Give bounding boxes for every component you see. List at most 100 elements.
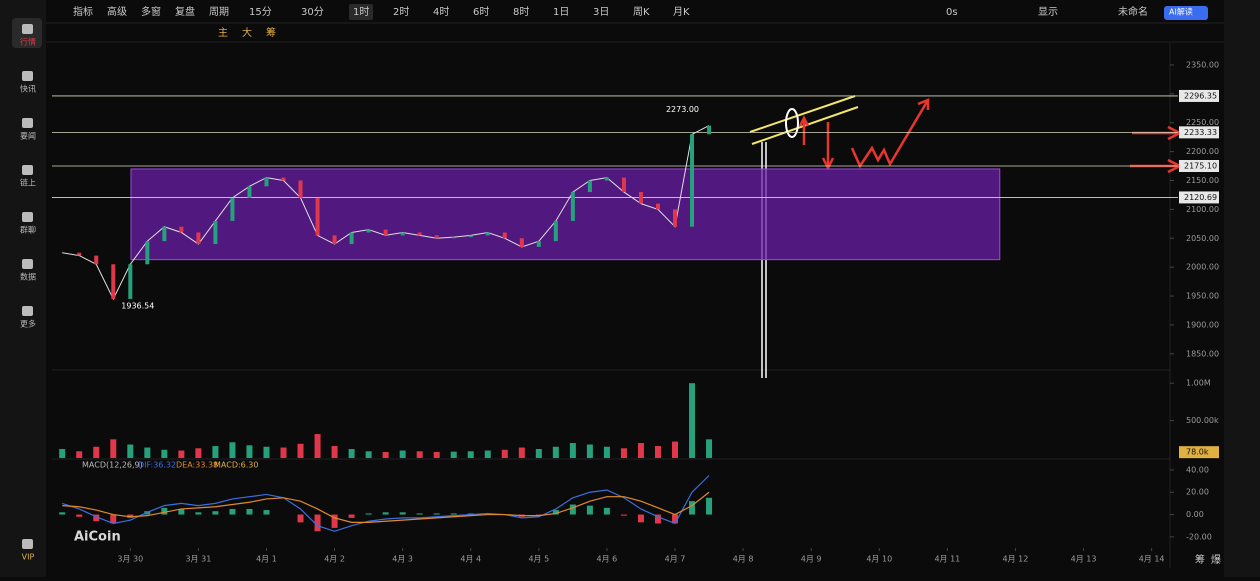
- toolbar-item[interactable]: AI解读: [1169, 7, 1193, 17]
- toolbar-item[interactable]: 显示: [1038, 6, 1058, 18]
- macd-bar: [212, 511, 219, 515]
- candle: [230, 197, 235, 221]
- volume-bar: [484, 450, 491, 458]
- volume-bar: [93, 446, 100, 458]
- bottom-tab[interactable]: 爆: [1211, 554, 1221, 566]
- x-tick-label: 4月 14: [1139, 555, 1165, 564]
- toolbar-item[interactable]: 1日: [553, 7, 569, 18]
- volume-bar: [178, 450, 185, 458]
- toolbar-item[interactable]: 指标: [73, 5, 93, 18]
- sidebar: [0, 0, 46, 577]
- toolbar-item[interactable]: 复盘: [175, 5, 195, 18]
- dif-label: DIF:36.32: [138, 461, 176, 470]
- candle: [145, 241, 150, 265]
- macd-bar: [552, 510, 559, 515]
- sidebar-label[interactable]: VIP: [22, 553, 35, 562]
- sidebar-icon[interactable]: [22, 71, 33, 81]
- macd-bar: [297, 514, 304, 523]
- candle: [604, 177, 609, 181]
- x-tick-label: 4月 1: [256, 555, 277, 564]
- toolbar-item[interactable]: 2时: [393, 6, 409, 18]
- macd-bar: [654, 514, 661, 524]
- candle: [621, 177, 626, 193]
- macd-bar: [450, 513, 457, 515]
- toolbar-item[interactable]: 8时: [513, 6, 529, 18]
- y-tick-label: 2150.00: [1186, 176, 1219, 185]
- volume-bar: [535, 449, 542, 458]
- x-tick-label: 4月 8: [733, 555, 754, 564]
- macd-bar: [620, 514, 627, 516]
- volume-bar: [144, 447, 151, 458]
- y-tick-label: 2350.00: [1186, 60, 1219, 69]
- macd-bar: [331, 514, 338, 528]
- sidebar-label[interactable]: 更多: [20, 319, 36, 329]
- toolbar-item[interactable]: 15分: [249, 6, 272, 18]
- level-tag: [1179, 191, 1219, 204]
- sidebar-label[interactable]: 链上: [20, 178, 36, 188]
- y-tick-label: 40.00: [1186, 465, 1209, 474]
- toolbar-item[interactable]: 周K: [633, 6, 650, 18]
- toolbar-item[interactable]: 多窗: [141, 5, 161, 18]
- volume-bar: [654, 446, 661, 458]
- macd-bar: [689, 501, 696, 515]
- candle: [213, 220, 218, 245]
- level-label: 2296.35: [1184, 91, 1217, 100]
- macd-bar: [59, 512, 66, 515]
- sidebar-label[interactable]: 数据: [20, 272, 36, 282]
- sidebar-icon[interactable]: [22, 165, 33, 175]
- candle: [570, 192, 575, 221]
- candle: [451, 237, 456, 239]
- macd-bar: [603, 507, 610, 515]
- toolbar-item[interactable]: 0s: [946, 7, 958, 18]
- sidebar-icon[interactable]: [22, 24, 33, 34]
- sidebar-label[interactable]: 要闻: [20, 132, 36, 141]
- toolbar-item[interactable]: 周期: [209, 6, 229, 18]
- drawing-tool[interactable]: 主: [218, 27, 228, 39]
- candle: [383, 229, 388, 236]
- volume-bar: [76, 451, 83, 458]
- ai-button[interactable]: [1164, 6, 1208, 20]
- volume-bar: [127, 444, 134, 458]
- volume-bar: [399, 450, 406, 458]
- volume-bar: [331, 446, 338, 458]
- x-tick-label: 4月 4: [460, 555, 481, 564]
- level-tag: [1179, 160, 1219, 173]
- volume-bar: [59, 449, 66, 458]
- toolbar-item[interactable]: 3日: [593, 7, 609, 18]
- volume-bar: [552, 446, 559, 458]
- volume-bar: [348, 449, 355, 458]
- toolbar-item[interactable]: 未命名: [1118, 5, 1148, 18]
- bottom-tab[interactable]: 筹: [1195, 553, 1205, 566]
- drawing-tool[interactable]: 大: [242, 26, 252, 39]
- candle: [298, 180, 303, 198]
- macd-label: MACD:6.30: [214, 461, 259, 470]
- drawing-tool[interactable]: 筹: [266, 26, 276, 39]
- toolbar-item[interactable]: 4时: [433, 6, 449, 18]
- volume-bar: [212, 446, 219, 458]
- macd-bar: [314, 514, 321, 532]
- candle: [502, 232, 507, 239]
- y-tick-label: 1900.00: [1186, 320, 1219, 329]
- selected-period: [349, 4, 373, 20]
- toolbar-item[interactable]: 6时: [473, 6, 489, 18]
- sidebar-label[interactable]: 快讯: [20, 84, 36, 94]
- y-tick-label: 20.00: [1186, 488, 1209, 497]
- sidebar-label[interactable]: 行情: [20, 37, 36, 47]
- sidebar-icon[interactable]: [22, 259, 33, 269]
- x-tick-label: 4月 6: [597, 555, 618, 564]
- sidebar-icon[interactable]: [22, 306, 33, 316]
- candle: [400, 232, 405, 236]
- macd-bar: [263, 510, 270, 515]
- toolbar-item[interactable]: 高级: [107, 5, 127, 18]
- toolbar-item[interactable]: 1时: [353, 6, 369, 18]
- sidebar-icon[interactable]: [22, 539, 33, 549]
- sidebar-icon[interactable]: [22, 212, 33, 222]
- candle: [315, 197, 320, 236]
- candle: [128, 264, 133, 299]
- y-tick-label: 1950.00: [1186, 292, 1219, 301]
- toolbar-item[interactable]: 30分: [301, 6, 324, 18]
- sidebar-icon[interactable]: [22, 118, 33, 128]
- toolbar-item[interactable]: 月K: [673, 6, 690, 18]
- sidebar-label[interactable]: 群聊: [20, 225, 36, 235]
